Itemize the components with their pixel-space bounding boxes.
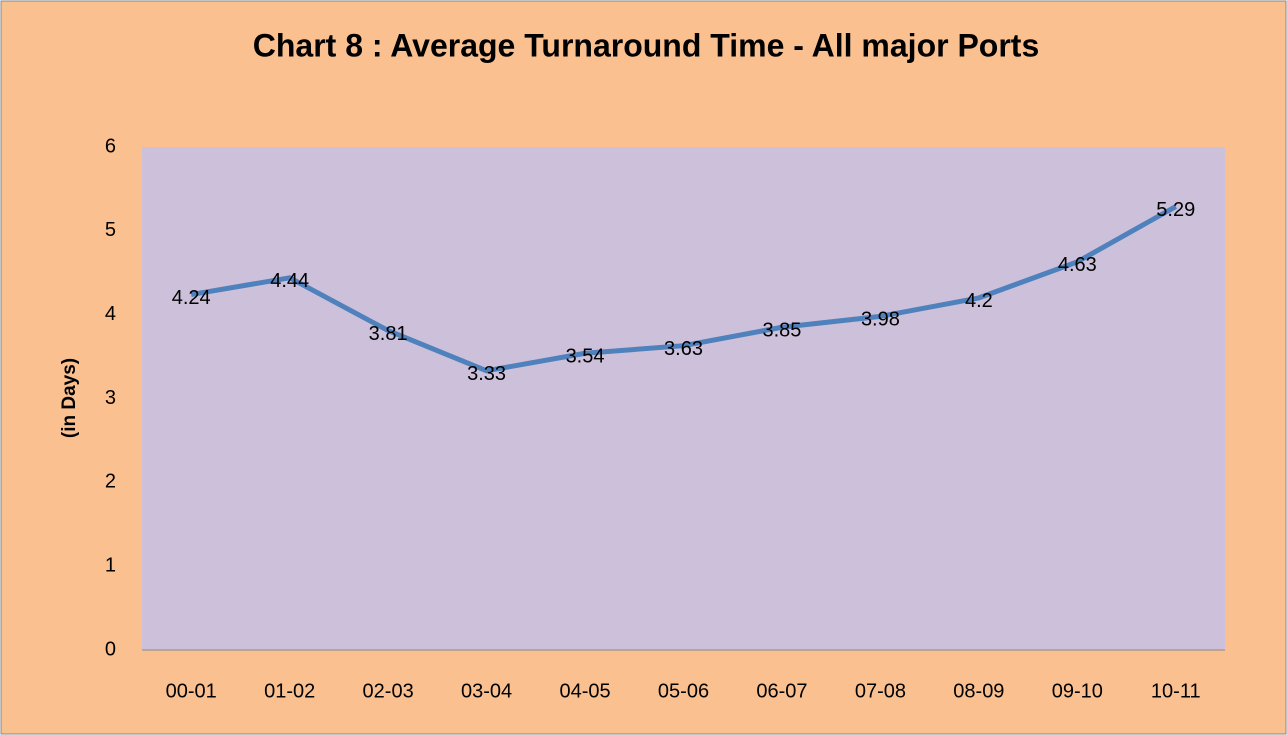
y-tick-label: 1 xyxy=(105,554,116,576)
data-label: 4.63 xyxy=(1058,254,1097,276)
x-tick-label: 07-08 xyxy=(855,680,906,702)
x-tick-label: 05-06 xyxy=(658,680,709,702)
x-tick-label: 03-04 xyxy=(461,680,512,702)
x-tick-label: 08-09 xyxy=(953,680,1004,702)
y-tick-label: 5 xyxy=(105,219,116,241)
x-tick-label: 04-05 xyxy=(559,680,610,702)
chart-title: Chart 8 : Average Turnaround Time - All … xyxy=(253,27,1040,63)
x-tick-label: 06-07 xyxy=(756,680,807,702)
y-tick-label: 0 xyxy=(105,638,116,660)
data-label: 5.29 xyxy=(1156,199,1195,221)
plot-area xyxy=(142,147,1225,650)
y-tick-label: 6 xyxy=(105,135,116,157)
x-tick-label: 02-03 xyxy=(363,680,414,702)
data-label: 3.85 xyxy=(762,320,801,342)
data-label: 3.33 xyxy=(467,363,506,385)
data-label: 4.44 xyxy=(270,270,309,292)
x-tick-label: 00-01 xyxy=(166,680,217,702)
data-line xyxy=(190,204,1177,374)
data-label: 3.63 xyxy=(664,338,703,360)
data-label: 3.81 xyxy=(369,323,408,345)
x-tick-label: 01-02 xyxy=(264,680,315,702)
data-label: 3.54 xyxy=(566,346,605,368)
y-tick-label: 3 xyxy=(105,387,116,409)
data-label: 4.2 xyxy=(965,290,993,312)
y-axis-title: (in Days) xyxy=(59,358,80,438)
data-label: 4.24 xyxy=(172,287,211,309)
y-tick-label: 4 xyxy=(105,303,116,325)
y-tick-label: 2 xyxy=(105,471,116,493)
data-label: 3.98 xyxy=(861,309,900,331)
x-tick-label: 09-10 xyxy=(1052,680,1103,702)
x-tick-label: 10-11 xyxy=(1151,680,1201,702)
